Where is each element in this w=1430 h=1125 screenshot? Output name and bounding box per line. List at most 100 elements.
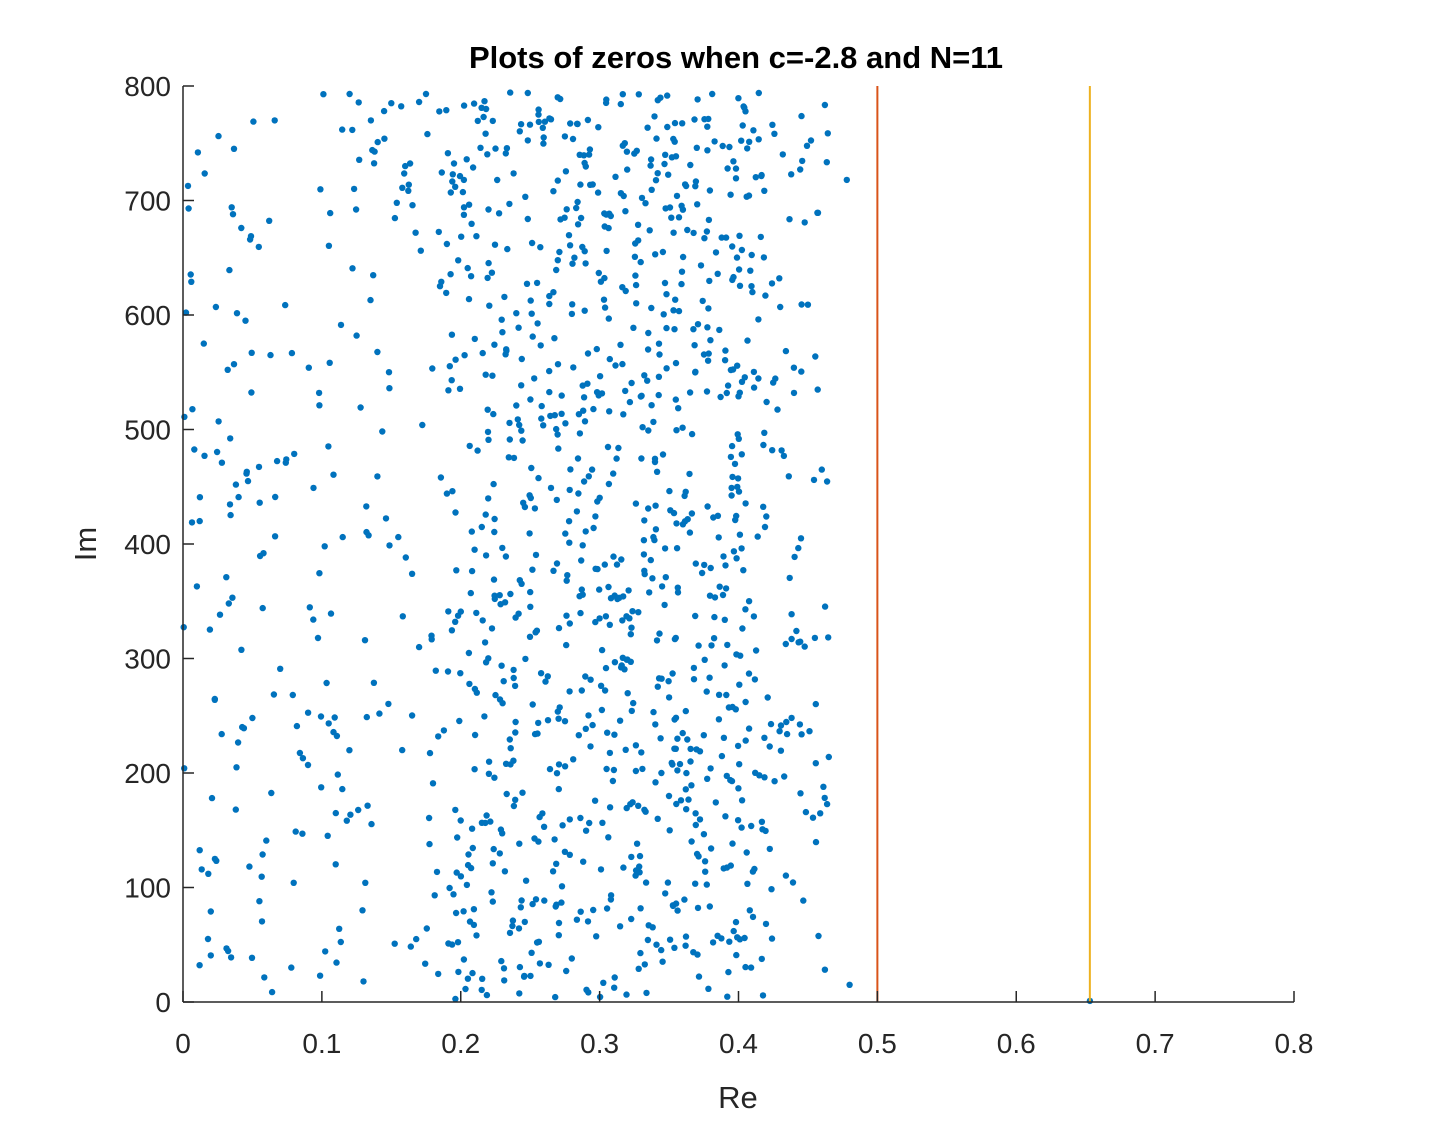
zero-point [474, 447, 481, 454]
zero-point [587, 181, 594, 188]
zero-point [417, 247, 424, 254]
zero-point [762, 920, 770, 928]
zero-point [672, 359, 680, 367]
zero-point [515, 324, 522, 331]
zero-point [339, 785, 346, 793]
zero-point [688, 510, 696, 517]
zero-point [516, 577, 523, 584]
zero-point [230, 361, 238, 368]
zero-point [562, 530, 569, 537]
zero-point [624, 166, 631, 173]
zero-point [671, 326, 678, 333]
zero-point [724, 382, 732, 389]
zero-point [717, 393, 724, 401]
zero-point [679, 729, 686, 737]
zero-point [532, 551, 540, 559]
zero-point [469, 969, 476, 977]
zero-point [484, 151, 491, 158]
zero-point [535, 474, 542, 482]
y-axis-ticks: 0 100 200 300 400 500 600 700 800 [124, 71, 194, 1018]
zero-point [824, 130, 831, 137]
zero-point [793, 627, 800, 635]
zero-point [443, 240, 451, 248]
zero-point [750, 384, 758, 391]
zero-point [405, 187, 412, 194]
zero-point [599, 819, 606, 826]
zero-point [522, 193, 529, 200]
zero-point [640, 537, 648, 544]
zero-point [399, 746, 406, 754]
zero-point [729, 703, 736, 711]
zero-point [762, 292, 769, 299]
y-tick-label: 0 [155, 987, 171, 1018]
zero-point [750, 368, 758, 376]
zero-point [460, 908, 467, 915]
zero-point [672, 296, 679, 303]
zero-point [229, 594, 236, 601]
zero-point [468, 220, 475, 227]
zero-point [750, 127, 757, 134]
zero-point [259, 851, 266, 858]
zero-point [692, 178, 700, 185]
zero-point [663, 365, 670, 372]
zero-point [743, 193, 750, 200]
zero-point [650, 418, 657, 426]
zero-point [563, 967, 570, 975]
zero-point [678, 202, 685, 209]
zero-point [649, 575, 656, 582]
zero-point [690, 676, 698, 683]
zero-point [455, 968, 462, 976]
zero-point [325, 443, 332, 450]
zero-point [323, 679, 330, 687]
zero-point [648, 186, 655, 193]
zero-point [641, 517, 648, 524]
zero-point [632, 742, 640, 749]
zero-point [703, 228, 711, 235]
zero-point [619, 91, 626, 98]
zero-point [675, 307, 683, 315]
zero-point [745, 725, 753, 732]
zero-point [259, 604, 266, 612]
zero-point [695, 973, 703, 980]
zero-point [749, 288, 756, 296]
zero-point [454, 612, 462, 619]
zero-point [600, 296, 608, 303]
zero-point [587, 676, 594, 683]
zero-point [674, 767, 681, 774]
zero-point [540, 823, 548, 830]
zero-point [692, 810, 699, 817]
zero-point [349, 126, 356, 134]
zero-point [584, 380, 591, 387]
zero-point [742, 963, 749, 971]
zero-point [565, 232, 573, 239]
zero-point [515, 925, 523, 932]
zero-point [570, 364, 577, 371]
zero-point [566, 620, 573, 627]
zero-point [664, 92, 671, 99]
zero-point [797, 790, 804, 797]
zero-point [728, 484, 735, 492]
zero-point [720, 553, 727, 560]
zero-point [811, 634, 819, 642]
zero-point [468, 825, 476, 832]
zero-point [622, 746, 629, 753]
y-tick-label: 300 [124, 644, 171, 675]
zero-point [505, 454, 512, 461]
zero-point [464, 861, 472, 869]
zero-point [582, 827, 590, 834]
zero-point [452, 183, 459, 190]
zero-point [235, 493, 242, 501]
zero-point [436, 108, 443, 115]
zero-point [509, 917, 517, 924]
zero-point [606, 749, 614, 757]
zero-point [482, 371, 489, 378]
zero-point [386, 542, 393, 549]
zero-point [686, 529, 694, 536]
zero-point [705, 216, 713, 224]
zero-point [367, 117, 375, 124]
zero-point [498, 957, 505, 965]
zero-point [677, 797, 685, 804]
zero-point [512, 614, 519, 621]
zero-point [428, 636, 435, 643]
zero-point [535, 111, 542, 118]
